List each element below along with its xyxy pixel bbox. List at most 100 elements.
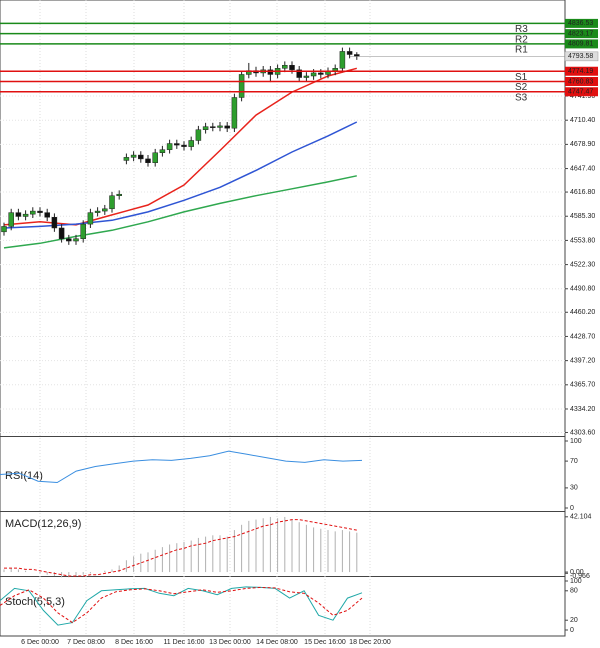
y-tick-label: 80 [570,588,578,595]
macd-bar [277,518,279,573]
macd-bar [3,569,5,573]
last-price-box [564,51,599,62]
macd-bar [233,530,235,573]
macd-bar [46,572,48,575]
x-tick-label: 18 Dec 20:00 [349,639,391,646]
candle-body [296,69,302,78]
level-name: S3 [515,92,528,103]
candle-body [303,75,310,78]
macd-bar [334,531,336,573]
level-name: R2 [515,34,528,45]
macd-bar [104,570,106,573]
candle-body [188,140,194,147]
level-name: R3 [515,24,528,35]
y-tick-label: 4710.40 [570,117,595,124]
macd-bar [298,522,300,573]
candle-body [231,97,238,129]
y-tick-label: 4647.40 [570,165,595,172]
y-tick-label: 4397.20 [570,357,595,364]
macd-bar [255,519,257,573]
x-tick-label: 7 Dec 08:00 [67,639,105,646]
indicator-line [0,450,363,484]
indicator-line [0,586,363,626]
y-tick-label: 20 [570,617,578,624]
y-tick-label: 4585.30 [570,213,595,220]
candle-body [30,210,36,215]
last-price: 4793.58 [568,53,593,60]
y-tick-label: 100 [570,578,582,585]
y-tick-label: 0 [570,627,574,634]
macd-bar [341,530,343,573]
candle-body [217,125,223,128]
candle-body [318,72,324,75]
level-price: 4760.83 [568,78,593,85]
candle-body [109,195,115,210]
macd-bar [356,532,358,573]
candle-body [159,149,166,154]
candle-body [346,51,353,55]
candle-body [22,213,29,217]
candle-body [339,51,346,69]
candle-body [87,212,94,225]
y-tick-label: 4553.80 [570,237,595,244]
moving-average [3,121,358,229]
macd-bar [17,569,19,573]
macd-bar [125,560,127,573]
moving-average [3,67,357,226]
y-tick-label: 4741.90 [570,93,595,100]
macd-bar [111,569,113,573]
macd-bar [140,553,142,573]
candle-body [73,238,79,242]
macd-bar [190,540,192,573]
macd-bar [61,572,63,578]
level-price-box [565,66,598,76]
candle-body [202,126,209,130]
y-tick-label: 0 [570,505,574,512]
candle-body [166,143,173,150]
candle-body [15,212,22,217]
macd-bar [39,572,41,574]
macd-bar [68,572,70,578]
macd-bar [226,536,228,573]
macd-bar [284,516,286,573]
macd-bar [75,572,77,576]
candle-body [238,74,245,98]
macd-bar [25,570,27,573]
macd-bar [269,516,271,573]
y-tick-label: 4522.30 [570,261,595,268]
macd-bar [197,537,199,573]
level-price: 4836.53 [568,20,593,27]
frame [0,0,566,637]
macd-bar [82,572,84,575]
macd-bar [212,535,214,573]
candle-body [130,154,137,158]
x-tick-label: 14 Dec 08:00 [256,639,298,646]
macd-bar [248,520,250,573]
macd-bar [327,530,329,573]
y-tick-label: 4616.80 [570,189,595,196]
candle-body [310,72,317,77]
macd-bar [118,565,120,573]
level-price: 4809.81 [568,41,593,48]
macd-bar [133,556,135,573]
candle-body [210,126,216,128]
candle-body [282,64,288,69]
level-price-box [565,87,598,97]
candle-body [1,226,7,233]
y-tick-label: 4428.70 [570,333,595,340]
macd-bar [154,549,156,573]
macd-title: MACD(12,26,9) [5,518,81,530]
candle-body [94,210,101,213]
candle-body [37,210,43,213]
macd-bar [147,552,149,573]
level-price-box [565,76,598,86]
y-tick-label: -0.966 [570,573,590,580]
y-tick-label: 4460.20 [570,309,595,316]
x-tick-label: 11 Dec 16:00 [163,639,204,646]
y-tick-label: 42.104 [570,514,592,521]
macd-bar [205,536,207,573]
macd-bar [313,527,315,573]
candle-body [289,64,295,71]
macd-bar [291,519,293,573]
macd-bar [161,547,163,573]
